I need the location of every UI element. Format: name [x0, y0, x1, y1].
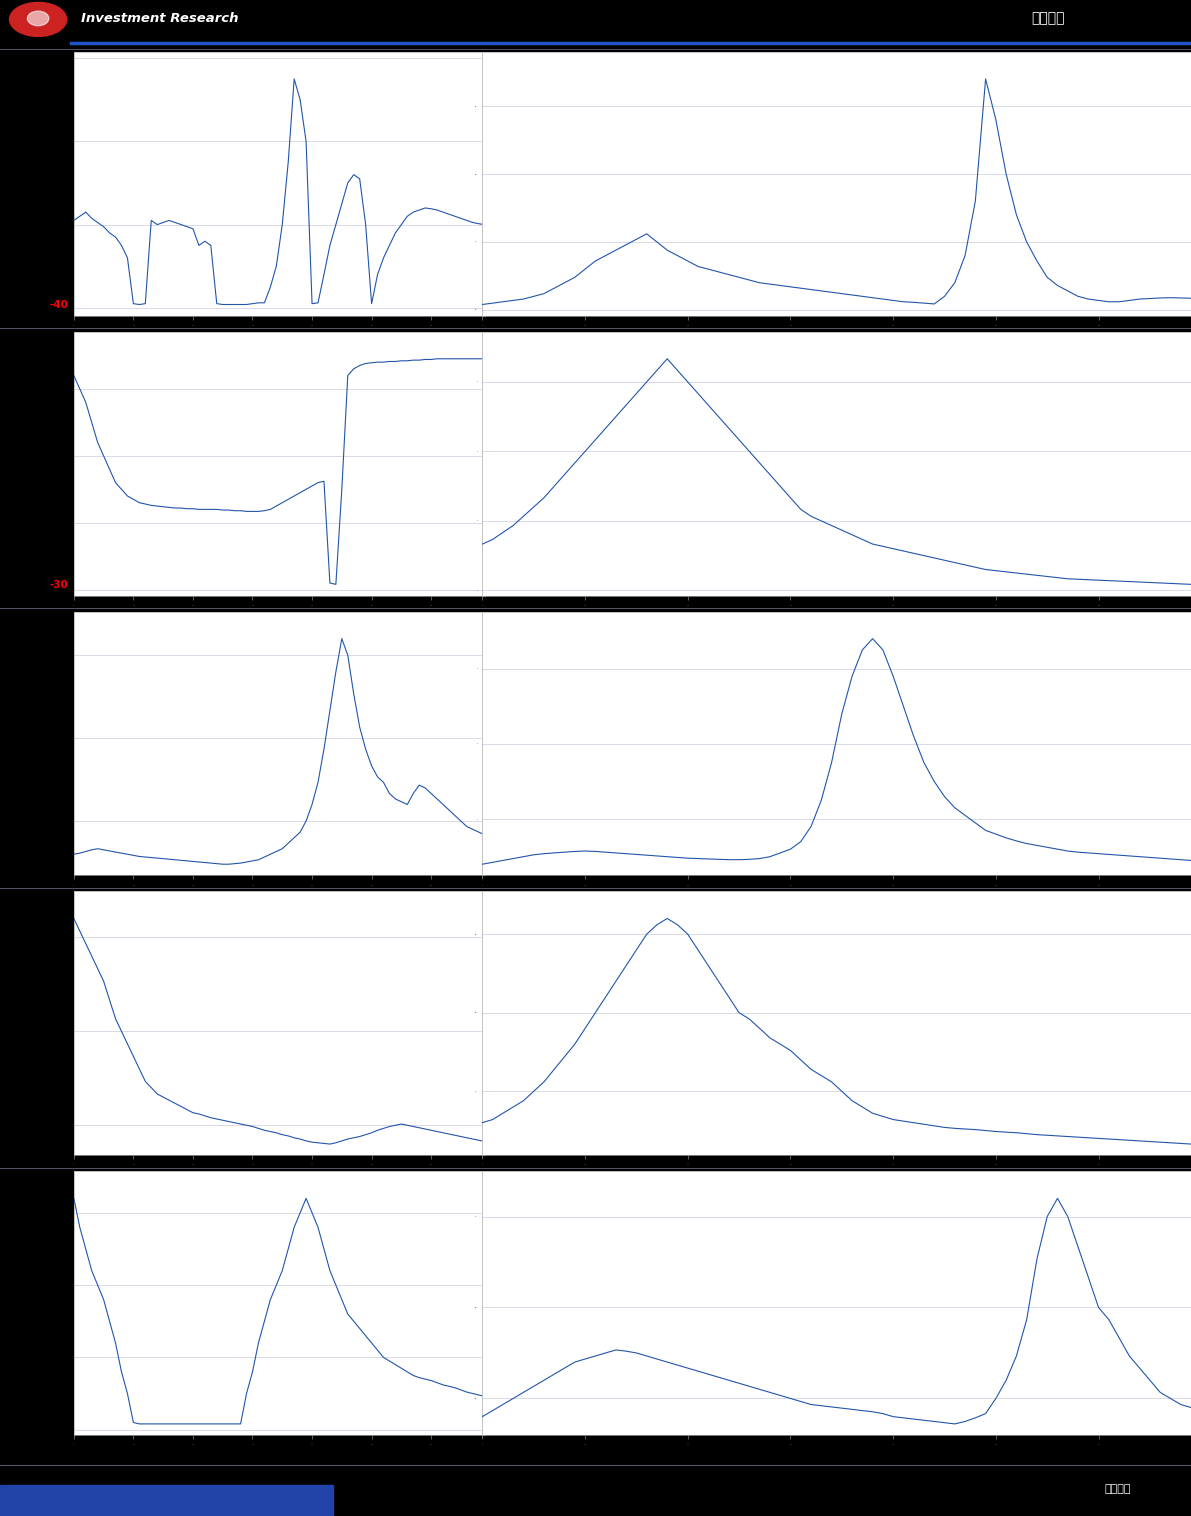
Text: Investment Research: Investment Research [81, 12, 238, 24]
Text: 广发证券: 广发证券 [1105, 1484, 1131, 1493]
Text: -30: -30 [49, 581, 68, 590]
Text: 估值周报: 估值周报 [1031, 12, 1065, 26]
Bar [0, 1486, 333, 1516]
Text: -40: -40 [49, 300, 68, 311]
Ellipse shape [10, 3, 67, 36]
Ellipse shape [27, 11, 49, 26]
